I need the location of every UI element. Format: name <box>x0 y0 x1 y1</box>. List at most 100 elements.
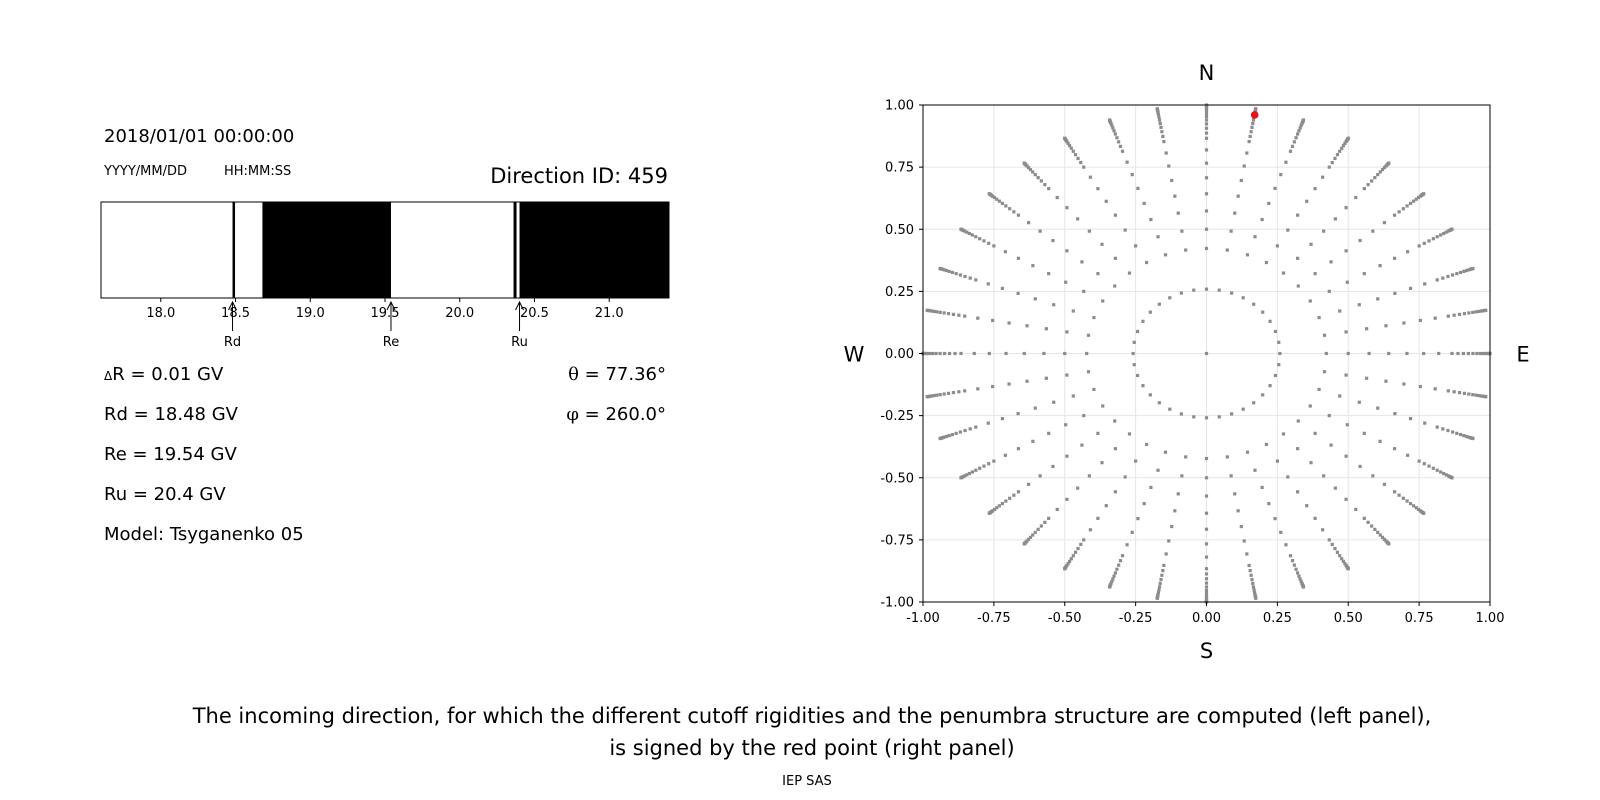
direction-point <box>1251 585 1256 589</box>
direction-point <box>1144 260 1149 265</box>
direction-point <box>1204 577 1209 581</box>
direction-point <box>1251 121 1255 126</box>
direction-point <box>1204 555 1209 559</box>
direction-point <box>1401 207 1405 211</box>
direction-point <box>1051 464 1055 469</box>
direction-point <box>944 268 949 273</box>
direction-point <box>1176 492 1180 496</box>
direction-point <box>1376 406 1380 410</box>
direction-point <box>1204 192 1209 196</box>
direction-point <box>1392 490 1397 494</box>
direction-point <box>1253 468 1257 472</box>
direction-point <box>1065 206 1069 210</box>
direction-point <box>1408 201 1413 206</box>
direction-point <box>1268 319 1272 323</box>
direction-point <box>1007 321 1011 325</box>
direction-point <box>1031 439 1035 443</box>
direction-point <box>1245 151 1249 155</box>
direction-point <box>1156 235 1160 239</box>
x-tick-label: -0.75 <box>977 611 1011 626</box>
direction-point <box>1073 153 1078 157</box>
direction-point <box>1071 554 1075 558</box>
direction-point <box>1192 288 1196 292</box>
compass-north-label: N <box>1199 61 1215 85</box>
y-tick-label: 1.00 <box>885 99 914 114</box>
direction-point <box>995 197 999 201</box>
direction-point <box>1135 329 1140 334</box>
direction-point <box>1376 530 1380 534</box>
direction-point <box>963 274 967 279</box>
direction-point <box>1254 596 1258 600</box>
direction-point <box>1299 123 1303 128</box>
direction-point <box>1387 351 1391 356</box>
direction-point <box>1016 256 1021 260</box>
direction-point <box>1267 501 1271 506</box>
direction-point <box>1039 524 1043 528</box>
direction-point <box>938 266 942 271</box>
direction-point <box>1338 309 1342 313</box>
direction-point <box>1115 567 1119 571</box>
direction-point <box>1380 168 1385 172</box>
direction-point <box>1066 141 1070 145</box>
direction-point <box>1313 431 1317 435</box>
direction-point <box>1340 557 1344 561</box>
direction-point <box>1418 318 1422 323</box>
direction-point <box>967 231 971 236</box>
direction-point <box>1477 394 1481 398</box>
direction-point <box>1047 272 1051 276</box>
direction-point <box>1086 333 1091 337</box>
direction-point <box>1008 207 1012 211</box>
direction-point <box>1132 363 1136 367</box>
x-tick-label: 0.25 <box>1263 611 1292 626</box>
direction-point <box>972 351 976 356</box>
y-tick-label: 0.75 <box>885 161 914 176</box>
direction-point <box>1435 278 1439 282</box>
direction-point <box>1082 165 1086 169</box>
direction-point <box>1204 594 1209 598</box>
direction-point <box>1096 516 1100 520</box>
direction-point <box>1296 256 1300 260</box>
direction-point <box>1433 387 1437 391</box>
direction-point <box>1450 476 1454 480</box>
direction-point <box>1249 130 1253 134</box>
x-tick-label: 0.50 <box>1334 611 1363 626</box>
direction-point <box>1451 273 1455 277</box>
direction-point <box>1462 312 1467 316</box>
direction-point <box>1149 485 1153 490</box>
direction-point <box>1330 161 1334 165</box>
direction-point <box>1031 533 1035 537</box>
direction-point <box>1027 221 1031 225</box>
direction-point <box>1204 118 1209 122</box>
direction-id-label: Direction ID: 459 <box>490 164 668 188</box>
direction-point <box>1344 373 1348 377</box>
direction-point <box>1112 129 1116 133</box>
direction-point <box>992 459 996 463</box>
direction-point <box>1292 563 1296 567</box>
direction-point <box>1324 351 1328 356</box>
direction-point <box>1466 351 1471 356</box>
direction-point <box>954 431 958 435</box>
direction-point <box>1080 443 1084 447</box>
direction-point <box>1382 221 1386 225</box>
delta-r-text: R = 0.01 GV <box>112 364 224 385</box>
direction-point <box>953 351 957 356</box>
direction-point <box>1170 178 1174 183</box>
direction-point <box>1382 166 1387 170</box>
date-format-label: YYYY/MM/DD <box>104 164 187 179</box>
direction-point <box>1408 501 1413 506</box>
direction-point <box>1004 351 1008 356</box>
direction-point <box>1162 563 1166 568</box>
direction-point <box>1464 268 1469 273</box>
direction-point <box>1079 161 1083 165</box>
direction-point <box>1284 160 1288 164</box>
direction-point <box>1052 400 1056 404</box>
direction-point <box>1107 585 1112 589</box>
direction-point <box>1134 244 1138 248</box>
direction-point <box>1344 249 1348 253</box>
direction-point <box>934 351 938 356</box>
direction-point <box>1397 210 1401 214</box>
direction-point <box>959 476 963 480</box>
direction-point <box>1343 141 1347 145</box>
direction-point <box>1401 496 1405 500</box>
direction-point <box>1296 132 1300 136</box>
